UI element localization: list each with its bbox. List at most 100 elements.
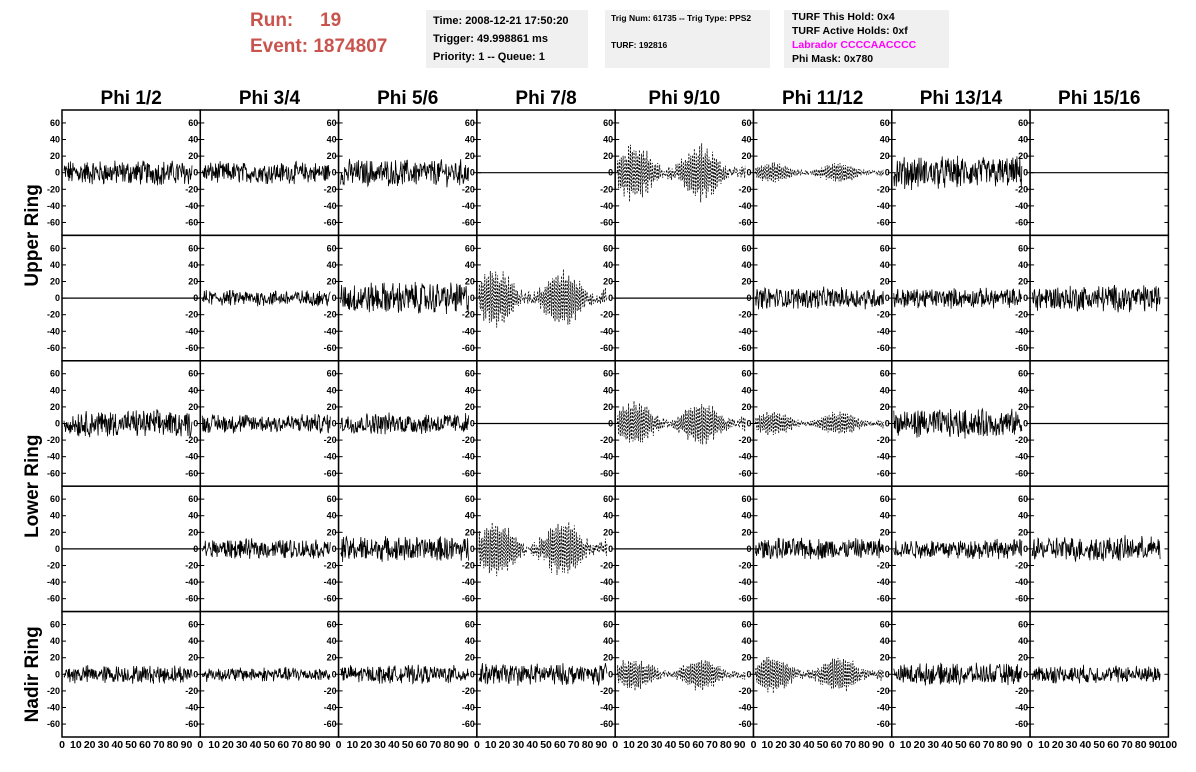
y-tick-label: 60: [741, 620, 751, 630]
y-tick-label: -20: [1015, 560, 1028, 570]
y-tick-label: 60: [1018, 494, 1028, 504]
y-tick-label: -60: [324, 468, 337, 478]
y-tick-label: -60: [738, 217, 751, 227]
y-tick-label: -40: [877, 577, 890, 587]
x-tick-label: 10: [208, 739, 220, 751]
y-tick-label: -20: [47, 435, 60, 445]
x-tick-label: 0: [59, 739, 65, 751]
y-tick-label: 20: [327, 277, 337, 287]
priority-text: Priority: 1 -- Queue: 1: [433, 51, 545, 63]
y-tick-label: 20: [188, 653, 198, 663]
x-tick-label: 80: [997, 739, 1009, 751]
x-tick-label: 80: [582, 739, 594, 751]
y-tick-label: -60: [877, 343, 890, 353]
y-tick-label: 0: [1023, 669, 1028, 679]
x-tick-label: 10: [623, 739, 635, 751]
waveform-panel: [752, 360, 893, 487]
y-tick-label: 0: [885, 168, 890, 178]
y-tick-label: -20: [324, 435, 337, 445]
waveform-trace: [478, 521, 608, 577]
y-tick-label: 60: [188, 620, 198, 630]
y-tick-label: -60: [47, 217, 60, 227]
x-tick-label: 90: [457, 739, 469, 751]
y-tick-label: 40: [741, 511, 751, 521]
waveform-trace: [616, 659, 746, 691]
x-tick-label: 10: [70, 739, 82, 751]
y-tick-label: 0: [608, 419, 613, 429]
turf-text: TURF: 192816: [611, 40, 668, 50]
waveform-trace: [893, 155, 1023, 191]
y-tick-label: 60: [188, 494, 198, 504]
x-tick-label: 20: [222, 739, 234, 751]
y-tick-label: -60: [462, 217, 475, 227]
y-tick-label: -60: [1015, 468, 1028, 478]
trigger-info-panel: Time: 2008-12-21 17:50:20 Trigger: 49.99…: [426, 10, 588, 68]
y-tick-label: -60: [877, 719, 890, 729]
y-tick-label: 60: [603, 620, 613, 630]
x-tick-label: 40: [803, 739, 815, 751]
y-tick-label: -40: [462, 577, 475, 587]
y-tick-label: -20: [1015, 310, 1028, 320]
y-tick-label: -20: [462, 435, 475, 445]
turf-panel: TURF This Hold: 0x4 TURF Active Holds: 0…: [784, 10, 949, 68]
x-tick-label: 40: [526, 739, 538, 751]
waveform-trace: [616, 400, 746, 445]
y-tick-label: 60: [327, 118, 337, 128]
y-tick-label: 40: [741, 636, 751, 646]
waveform-trace: [201, 160, 331, 185]
x-tick-label: 70: [983, 739, 995, 751]
y-tick-label: 40: [741, 135, 751, 145]
y-tick-label: -40: [600, 326, 613, 336]
y-tick-label: -60: [462, 594, 475, 604]
waveform-trace: [340, 535, 469, 563]
y-tick-label: 0: [193, 419, 198, 429]
waveform-trace: [893, 538, 1023, 560]
y-tick-label: -40: [462, 201, 475, 211]
y-tick-label: 20: [1018, 527, 1028, 537]
y-tick-label: 20: [327, 527, 337, 537]
waveform-trace: [478, 662, 608, 686]
column-title: Phi 11/12: [782, 88, 863, 109]
y-tick-label: 20: [50, 653, 60, 663]
y-tick-label: 40: [327, 511, 337, 521]
y-tick-label: -20: [600, 184, 613, 194]
waveform-trace: [755, 286, 884, 310]
x-tick-label: 60: [692, 739, 704, 751]
waveform-trace: [755, 411, 884, 436]
y-tick-label: 40: [1018, 385, 1028, 395]
y-tick-label: -40: [738, 201, 751, 211]
y-tick-label: 60: [741, 494, 751, 504]
y-tick-label: 20: [603, 402, 613, 412]
y-tick-label: -20: [185, 560, 198, 570]
x-tick-label: 30: [1066, 739, 1078, 751]
y-tick-label: -20: [600, 310, 613, 320]
y-tick-label: -40: [47, 452, 60, 462]
y-tick-label: -60: [47, 594, 60, 604]
y-tick-label: 0: [332, 168, 337, 178]
y-tick-label: -60: [738, 719, 751, 729]
x-tick-label: 20: [775, 739, 787, 751]
y-tick-label: 0: [746, 544, 751, 554]
y-tick-label: 40: [741, 385, 751, 395]
y-tick-label: 0: [1023, 168, 1028, 178]
ring-title: Lower Ring: [22, 434, 43, 537]
y-tick-label: -20: [185, 435, 198, 445]
y-tick-label: -40: [462, 702, 475, 712]
y-tick-label: -60: [600, 594, 613, 604]
y-tick-label: 40: [1018, 511, 1028, 521]
x-tick-label: 50: [402, 739, 414, 751]
y-tick-label: -20: [47, 560, 60, 570]
y-tick-label: -20: [738, 310, 751, 320]
waveform-trace: [201, 666, 331, 683]
column-title: Phi 7/8: [515, 88, 576, 109]
x-tick-label: 50: [125, 739, 137, 751]
y-tick-label: 60: [603, 243, 613, 253]
x-tick-label: 10: [900, 739, 912, 751]
y-tick-label: 0: [470, 669, 475, 679]
waveform-trace: [63, 665, 193, 684]
x-tick-label: 0: [612, 739, 618, 751]
y-tick-label: 0: [608, 669, 613, 679]
y-tick-label: 0: [608, 293, 613, 303]
x-tick-label: 0: [197, 739, 203, 751]
